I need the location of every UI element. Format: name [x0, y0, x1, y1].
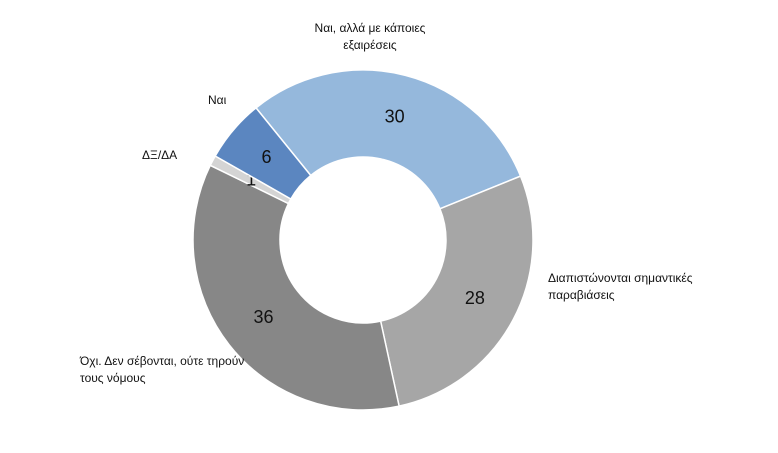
slice: [192, 164, 401, 411]
value-label: 36: [253, 307, 273, 327]
category-label: ΔΞ/ΔΑ: [142, 148, 178, 162]
category-label: Ναι: [208, 93, 227, 107]
value-label: 30: [385, 106, 405, 126]
slice: [254, 69, 522, 210]
value-label: 6: [262, 147, 272, 167]
category-label: Ναι, αλλά με κάποιες εξαιρέσεις: [314, 21, 426, 52]
value-label: 28: [465, 288, 485, 308]
value-label: 1: [246, 170, 256, 190]
slice: [214, 106, 312, 201]
category-label: Όχι. Δεν σέβονται, ούτε τηρούν τους νόμο…: [80, 354, 245, 385]
category-label: Διαπιστώνονται σημαντικές παραβιάσεις: [548, 271, 693, 302]
slice: [379, 175, 534, 408]
